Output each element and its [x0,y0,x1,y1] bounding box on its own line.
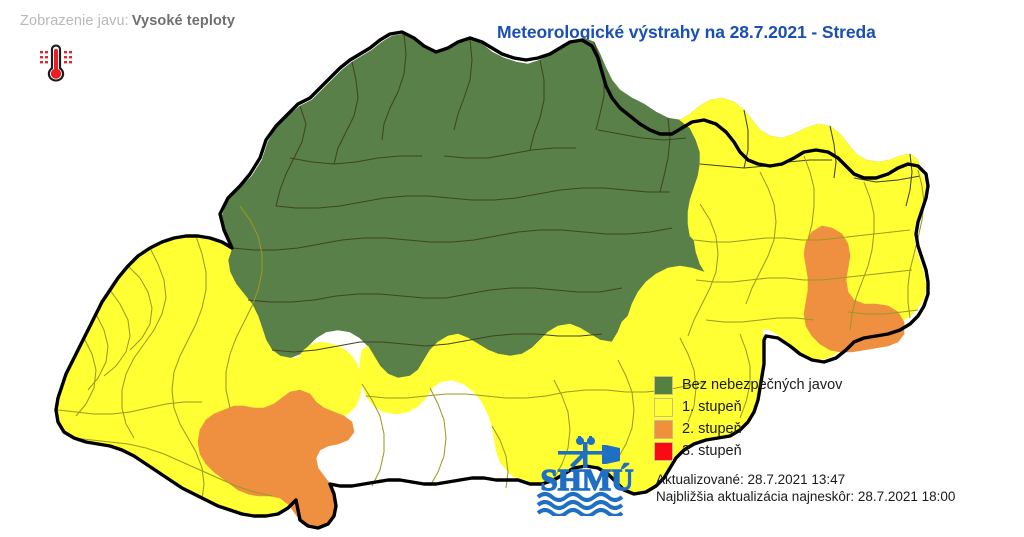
shmu-logo[interactable]: SHMÚ [528,432,646,516]
phenomenon-lead-text: Zobrazenie javu: [20,13,129,29]
legend-label-level2: 2. stupeň [682,421,742,437]
update-info: Aktualizované: 28.7.2021 13:47 Najbližši… [656,471,955,505]
legend-item-level2[interactable]: 2. stupeň [654,418,904,440]
legend-swatch-red [654,441,673,461]
map-country-outline [54,30,930,530]
thermometer-hot-icon[interactable] [33,40,79,86]
legend-swatch-orange [654,419,673,439]
legend: Bez nebezpečných javov 1. stupeň 2. stup… [654,374,904,462]
next-update-timestamp: Najbližšia aktualizácia najneskôr: 28.7.… [656,489,956,504]
map-region-level2-kosice-south[interactable] [803,225,905,353]
legend-label-level3: 3. stupeň [682,443,742,459]
phenomenon-label: Zobrazenie javu: Vysoké teploty [20,13,235,29]
legend-label-level0: Bez nebezpečných javov [682,377,843,393]
legend-label-level1: 1. stupeň [682,399,742,415]
legend-swatch-green [654,375,673,395]
map-district-borders-yellow [57,155,925,501]
page-title: Meteorologické výstrahy na 28.7.2021 - S… [497,22,876,42]
phenomenon-value-text: Vysoké teploty [131,13,236,29]
shmu-wordmark: SHMÚ [541,462,634,497]
legend-item-level3[interactable]: 3. stupeň [654,440,904,462]
updated-timestamp: Aktualizované: 28.7.2021 13:47 [656,472,846,487]
legend-item-level1[interactable]: 1. stupeň [654,396,904,418]
legend-swatch-yellow [654,397,673,417]
legend-item-level0[interactable]: Bez nebezpečných javov [654,374,904,396]
map-region-level2-lucenec[interactable] [197,389,355,529]
